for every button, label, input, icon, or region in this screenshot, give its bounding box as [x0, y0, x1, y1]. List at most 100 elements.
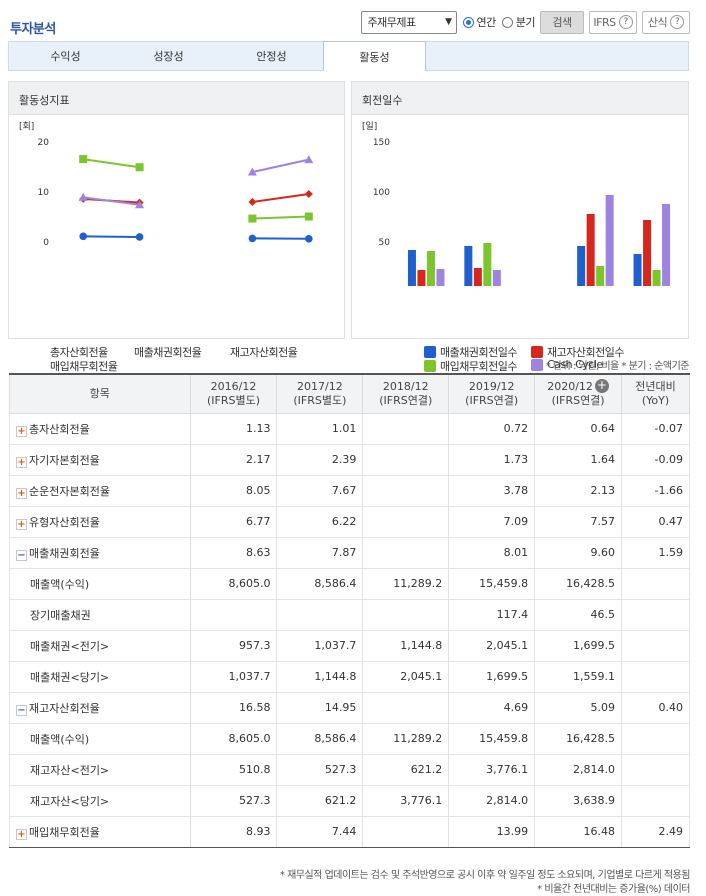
- bar: [652, 270, 661, 286]
- yoy-cell: [621, 753, 690, 786]
- value-cell: 1.73: [448, 443, 536, 476]
- data-point: [304, 212, 313, 221]
- tab-activity[interactable]: 활동성: [323, 41, 426, 71]
- expand-icon[interactable]: +: [16, 487, 27, 499]
- row-label-cell[interactable]: + 자기자본회전율: [9, 443, 191, 476]
- data-point: [305, 235, 313, 243]
- col-header-label: 항목: [89, 386, 110, 400]
- tab-bar: 수익성 성장성 안정성 활동성: [8, 41, 689, 71]
- series-line: [252, 158, 310, 174]
- legend-label: Cash Cycle: [547, 358, 603, 371]
- yoy-cell: [621, 722, 690, 755]
- row-label-cell[interactable]: + 총자산회전율: [9, 412, 191, 445]
- row-label: 매출액(수익): [30, 577, 90, 591]
- collapse-icon[interactable]: −: [16, 549, 27, 561]
- table-row: 매출액(수익) 8,605.0 8,586.4 11,289.2 15,459.8 16,…: [9, 567, 690, 600]
- table-row: 재고자산<당기> 527.3 621.2 3,776.1 2,814.0 3,638.9: [9, 784, 690, 817]
- value-cell: 1.64: [534, 443, 623, 476]
- add-column-icon[interactable]: +: [594, 378, 609, 394]
- row-label-cell[interactable]: + 순운전자본회전율: [9, 474, 191, 507]
- formula-button[interactable]: 산식 ?: [642, 10, 690, 34]
- col-header-2019: 2019/12 (IFRS연결): [448, 373, 536, 414]
- col-header-sub: (IFRS별도): [207, 393, 261, 407]
- help-icon: ?: [618, 15, 633, 29]
- value-cell: 1,144.8: [276, 660, 364, 693]
- value-cell: 2,045.1: [448, 629, 536, 662]
- yoy-cell: 0.40: [621, 691, 690, 724]
- value-cell: 15,459.8: [448, 567, 536, 600]
- y-tick-label: 150: [373, 138, 390, 148]
- legend-label: 매출채권회전율: [134, 346, 202, 359]
- radio-unchecked-icon: [501, 16, 513, 28]
- statement-select-value: 주재무제표: [367, 16, 417, 29]
- table-row: + 순운전자본회전율 8.05 7.67 3.78 2.13 -1.66: [9, 474, 690, 507]
- row-label: 매출채권<당기>: [30, 670, 110, 684]
- data-point: [135, 233, 144, 241]
- value-cell: 3,776.1: [362, 784, 450, 817]
- row-label-cell[interactable]: − 매출채권회전율: [9, 536, 191, 569]
- tab-stability[interactable]: 안정성: [256, 50, 287, 63]
- y-tick-label: 0: [43, 238, 49, 248]
- col-header-label: 2019/12: [468, 379, 515, 393]
- data-point: [304, 190, 313, 198]
- value-cell: 117.4: [448, 598, 536, 631]
- value-cell: 621.2: [362, 753, 450, 786]
- value-cell: 16,428.5: [534, 567, 623, 600]
- collapse-icon[interactable]: −: [16, 704, 27, 716]
- table-row: 매출액(수익) 8,605.0 8,586.4 11,289.2 15,459.8 16,…: [9, 722, 690, 755]
- row-label-cell[interactable]: + 유형자산회전율: [9, 505, 191, 538]
- col-header-sub: (IFRS연결): [551, 394, 605, 408]
- bar: [643, 220, 652, 286]
- value-cell: 8.63: [189, 536, 278, 569]
- value-cell: 14.95: [276, 691, 364, 724]
- search-button[interactable]: 검색: [540, 10, 584, 34]
- page-title: 투자분석: [10, 22, 56, 37]
- row-label-cell: 장기매출채권: [9, 598, 191, 631]
- col-header-sub: (IFRS별도): [293, 393, 347, 407]
- value-cell: 2,045.1: [362, 660, 450, 693]
- y-tick-label: 100: [373, 188, 390, 198]
- expand-icon[interactable]: +: [16, 828, 27, 840]
- col-header-2020: 2020/12 + (IFRS연결): [534, 373, 623, 414]
- value-cell: 11,289.2: [362, 722, 450, 755]
- row-label: 재고자산<당기>: [30, 794, 110, 808]
- col-header-sub: (IFRS연결): [379, 393, 433, 407]
- row-label-cell[interactable]: + 매입채무회전율: [9, 815, 191, 848]
- value-cell: 2.17: [189, 443, 278, 476]
- expand-icon[interactable]: +: [16, 456, 27, 468]
- yoy-cell: 0.47: [621, 505, 690, 538]
- data-point: [79, 232, 87, 241]
- row-label: 재고자산<전기>: [30, 763, 110, 777]
- row-label: 매입채무회전율: [29, 825, 100, 839]
- value-cell: 1,699.5: [448, 660, 536, 693]
- statement-select[interactable]: 주재무제표 ▼: [360, 10, 457, 34]
- value-cell: [362, 691, 450, 724]
- table-header-row: 항목 2016/12 (IFRS별도) 2017/12 (IFRS별도) 2018/…: [9, 373, 690, 414]
- row-label-cell[interactable]: − 재고자산회전율: [9, 691, 191, 724]
- expand-icon[interactable]: +: [16, 518, 27, 530]
- col-header-sub: (YoY): [641, 393, 670, 407]
- ifrs-button[interactable]: IFRS ?: [589, 10, 637, 34]
- series-line: [83, 235, 140, 238]
- table-row: + 매입채무회전율 8.93 7.44 13.99 16.48 2.49: [9, 815, 690, 848]
- value-cell: 1.01: [276, 412, 364, 445]
- radio-annual[interactable]: 연간: [462, 14, 496, 30]
- bar: [407, 250, 416, 286]
- row-label-cell: 매출액(수익): [9, 567, 191, 600]
- value-cell: 1,699.5: [534, 629, 623, 662]
- chevron-down-icon: ▼: [445, 17, 452, 27]
- value-cell: 13.99: [448, 815, 536, 848]
- expand-icon[interactable]: +: [16, 425, 27, 437]
- value-cell: 4.69: [448, 691, 536, 724]
- radio-quarter[interactable]: 분기: [501, 14, 536, 30]
- value-cell: 8,605.0: [189, 722, 278, 755]
- tab-profitability[interactable]: 수익성: [50, 50, 81, 63]
- col-header-item: 항목: [9, 373, 191, 414]
- legend-item: 매입채무회전율: [47, 358, 118, 401]
- legend-item: 매출채권회전일수: [424, 344, 517, 360]
- value-cell: 3.78: [448, 474, 536, 507]
- tab-growth[interactable]: 성장성: [153, 50, 184, 63]
- col-header-2018: 2018/12 (IFRS연결): [362, 373, 450, 414]
- value-cell: 1,037.7: [276, 629, 364, 662]
- row-label: 매출채권<전기>: [30, 639, 110, 653]
